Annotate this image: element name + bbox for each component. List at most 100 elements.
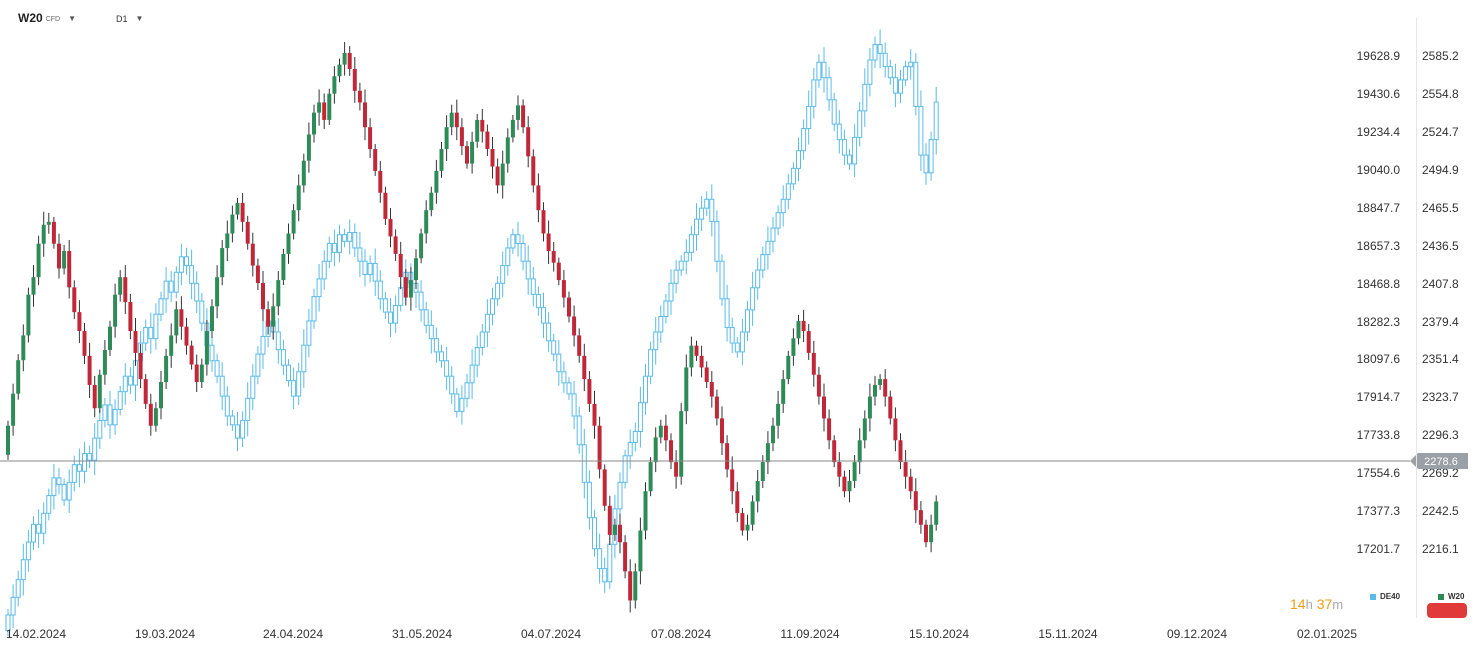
w20-candle [21, 335, 26, 361]
left-axis-tick: 17914.7 [1357, 390, 1401, 404]
w20-candle [459, 127, 464, 147]
de40-candle [688, 234, 694, 253]
de40-candle [398, 287, 404, 306]
de40-candle [5, 614, 11, 631]
w20-candle [720, 418, 724, 444]
de40-candle [321, 260, 327, 280]
de40-candle [280, 349, 286, 366]
w20-candle [674, 462, 679, 477]
de40-candle [393, 304, 399, 324]
axis-divider [1416, 18, 1417, 618]
w20-candle [261, 283, 265, 310]
de40-candle [275, 331, 281, 351]
symbol-name[interactable]: W20 [18, 11, 43, 25]
de40-candle [928, 139, 934, 174]
w20-candle [653, 437, 658, 463]
de40-candle [678, 260, 684, 271]
w20-candle [266, 309, 271, 327]
w20-candle [505, 137, 510, 164]
timeframe-selector[interactable]: D1 [116, 14, 128, 24]
w20-candle [516, 105, 520, 120]
legend-item-de40[interactable]: DE40 [1370, 592, 1400, 601]
de40-candle [357, 247, 363, 262]
w20-candle [312, 112, 316, 135]
de40-candle [301, 344, 307, 373]
de40-candle [331, 243, 337, 253]
w20-candle [403, 277, 408, 298]
de40-candle [173, 271, 179, 293]
w20-candle [913, 491, 918, 511]
w20-candle [684, 367, 689, 412]
left-axis-tick: 18468.8 [1357, 277, 1401, 291]
w20-candle [388, 218, 393, 237]
w20-candle [363, 102, 367, 128]
w20-series [6, 41, 939, 613]
de40-candle [367, 262, 373, 275]
de40-candle [245, 397, 251, 421]
de40-candle [841, 139, 847, 156]
w20-candle [347, 52, 352, 69]
left-axis-tick: 19234.4 [1357, 125, 1401, 139]
de40-candle [61, 484, 67, 501]
de40-candle [699, 207, 705, 220]
de40-candle [566, 382, 572, 395]
sell-button[interactable] [1427, 603, 1467, 618]
left-axis-tick: 18847.7 [1357, 201, 1401, 215]
w20-candle [220, 248, 225, 278]
w20-candle [725, 443, 730, 470]
de40-candle [709, 198, 715, 222]
w20-candle [760, 462, 765, 482]
w20-candle [26, 294, 31, 336]
de40-candle [418, 291, 424, 311]
current-price-label: 2278.6 [1424, 456, 1458, 468]
de40-candle [918, 105, 924, 156]
symbol-type: CFD [45, 16, 61, 23]
symbol-dropdown-icon[interactable]: ▼ [68, 13, 76, 23]
de40-candle [382, 298, 388, 313]
w20-candle [419, 233, 424, 259]
de40-candle [882, 52, 888, 68]
de40-candle [785, 183, 791, 200]
de40-candle [66, 481, 72, 501]
time-axis-tick: 07.08.2024 [651, 627, 711, 641]
de40-candle [97, 419, 103, 439]
timeframe-dropdown-icon[interactable]: ▼ [135, 13, 144, 23]
time-axis-tick: 11.09.2024 [780, 627, 839, 641]
de40-candle [143, 327, 149, 344]
w20-candle [765, 443, 770, 463]
w20-candle [153, 408, 158, 426]
w20-candle [408, 280, 413, 298]
w20-candle [827, 418, 832, 441]
w20-candle [393, 236, 398, 254]
w20-candle [357, 90, 362, 103]
w20-candle [102, 349, 107, 375]
w20-candle [169, 335, 174, 356]
right-axis-ticks: 2585.2 2554.8 2524.7 2494.9 2465.5 2436.5 2407… [1422, 49, 1459, 556]
right-axis-tick: 2351.4 [1422, 352, 1459, 366]
de40-candle [291, 380, 297, 397]
de40-candle [811, 79, 817, 107]
de40-candle [535, 293, 541, 309]
w20-candle [521, 105, 526, 128]
de40-candle [209, 344, 215, 362]
de40-candle [673, 269, 679, 284]
de40-candle [867, 59, 873, 85]
left-axis-tick: 18097.6 [1357, 352, 1401, 366]
w20-candle [31, 277, 36, 295]
de40-candle [490, 298, 495, 315]
de40-candle [704, 198, 710, 209]
de40-candle [790, 167, 796, 185]
w20-candle [567, 297, 571, 317]
time-axis-tick: 09.12.2024 [1167, 627, 1227, 641]
de40-candle [923, 154, 929, 174]
de40-candle [36, 523, 42, 534]
chart-toolbar: W20 CFD ▼ D1 ▼ [18, 8, 143, 28]
timer-minutes-unit: m [1332, 597, 1344, 612]
w20-candle [306, 134, 311, 161]
legend-item-w20[interactable]: W20 [1438, 592, 1464, 601]
de40-candle [41, 512, 47, 534]
w20-candle [179, 309, 184, 327]
w20-candle [526, 127, 531, 157]
de40-candle [653, 331, 659, 351]
